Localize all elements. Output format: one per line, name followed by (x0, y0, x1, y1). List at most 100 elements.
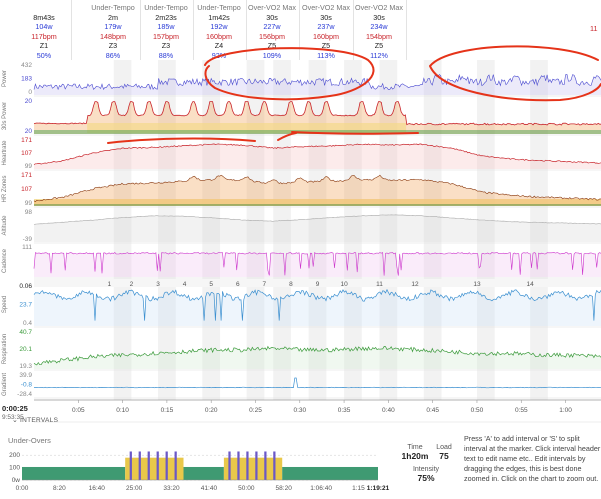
annotation-hr-underline-2 (291, 131, 419, 135)
workout-over-burst[interactable] (147, 451, 150, 480)
interval-band[interactable] (476, 60, 495, 400)
time-start: 0:00:25 (2, 404, 28, 413)
lane-tick: 20 (25, 128, 33, 135)
lane-heartrate: Heartrate 171 107 99 (2, 137, 601, 171)
interval-band[interactable] (423, 60, 442, 400)
workout-over-burst[interactable] (228, 451, 231, 480)
interval-header-overflow[interactable]: 11 (590, 24, 598, 33)
hr-zones-line[interactable] (33, 174, 601, 203)
interval-marker-14[interactable]: 14 (527, 281, 535, 288)
workout-over-burst[interactable] (237, 451, 240, 480)
interval-header-1[interactable]: 8m43s 104w 117bpm Z1 50% (18, 3, 70, 61)
workout-chart[interactable]: 200 100 0w0:00 8:20 16:40 25:00 33:20 41:40 50:0… (0, 426, 390, 499)
lane-tick: -0.8 (21, 382, 33, 389)
workout-over-burst[interactable] (255, 451, 258, 480)
x-axis-label: 1:00 (559, 407, 572, 414)
help-text: Press 'A' to add interval or 'S' to spli… (464, 434, 601, 483)
workout-over-burst[interactable] (165, 451, 168, 480)
altitude-line[interactable] (33, 214, 601, 225)
interval-zone: Z3 (108, 41, 118, 51)
lane-tick: 40.7 (19, 329, 32, 336)
intensity-label: Intensity (412, 466, 440, 473)
workout-over-burst[interactable] (138, 451, 141, 480)
interval-hr: 157bpm (153, 31, 179, 41)
interval-header-6[interactable]: Over-VO2 Max 30s 237w 160bpm Z5 113% (300, 3, 352, 61)
time-clock: 9:53:35 (2, 414, 24, 421)
interval-header-2[interactable]: Under-Tempo 2m 179w 148bpm Z3 86% (87, 3, 139, 61)
interval-marker-6[interactable]: 6 (236, 281, 240, 288)
interval-marker-13[interactable]: 13 (473, 281, 481, 288)
respiration-line[interactable] (33, 345, 601, 366)
workout-over-burst[interactable] (156, 451, 159, 480)
lane-speed: Speed 0.06 23.7 0.4 (2, 283, 601, 328)
power-line[interactable] (33, 73, 601, 91)
interval-band[interactable] (530, 60, 548, 400)
interval-band[interactable] (273, 60, 291, 400)
header-divider (299, 0, 300, 60)
workout-block-3[interactable] (183, 466, 224, 480)
workout-x-label: 58:20 (276, 485, 293, 492)
interval-marker-5[interactable]: 5 (209, 281, 213, 288)
header-divider (406, 0, 407, 60)
interval-power: 185w (157, 22, 175, 32)
lane-tick: 171 (21, 172, 32, 179)
lane-tick: 171 (21, 137, 32, 144)
lane-gradient: Gradient 39.9 -0.8 -28.4 (2, 372, 601, 399)
cadence-line[interactable] (33, 251, 601, 276)
interval-duration: 2m (108, 12, 118, 22)
interval-marker-10[interactable]: 10 (340, 281, 348, 288)
interval-marker-12[interactable]: 12 (411, 281, 419, 288)
annotation-circle-right (429, 45, 601, 102)
intervals-toggle[interactable]: INTERVALS (20, 417, 59, 424)
interval-hr: 156bpm (259, 31, 285, 41)
interval-marker-11[interactable]: 11 (376, 281, 383, 288)
interval-band[interactable] (308, 60, 327, 400)
speed-line-area (34, 289, 601, 326)
heartrate-line[interactable] (33, 143, 601, 165)
workout-x-label: 25:00 (126, 485, 143, 492)
interval-marker-8[interactable]: 8 (289, 281, 293, 288)
hr-zone-band-green (34, 204, 601, 206)
interval-band[interactable] (158, 60, 176, 400)
workout-over-burst[interactable] (174, 451, 177, 480)
lane-altitude: Altitude 98 -39 (2, 209, 601, 244)
interval-header-7[interactable]: Over-VO2 Max 30s 234w 154bpm Z5 112% (353, 3, 405, 61)
x-axis-label: 0:35 (338, 407, 351, 414)
interval-marker-7[interactable]: 7 (263, 281, 267, 288)
interval-zone: Z1 (39, 41, 49, 51)
lane-power: Power 432 183 0 (2, 62, 601, 97)
workout-title[interactable]: Under-Overs (8, 436, 51, 445)
workout-over-burst[interactable] (246, 451, 249, 480)
workout-block-5[interactable] (282, 466, 378, 480)
interval-pct: 86% (105, 50, 121, 60)
chevron-down-icon[interactable]: ⌄ (12, 417, 18, 424)
gradient-line[interactable] (34, 377, 601, 389)
interval-marker-2[interactable]: 2 (130, 281, 134, 288)
x-axis: 0:05 0:10 0:15 0:20 0:25 0:30 0:35 0:40 0:45 0:50… (34, 399, 601, 423)
interval-pct: 50% (36, 50, 52, 60)
workout-over-burst[interactable] (264, 451, 267, 480)
lane-30s-power: 30s Power 20 20 (2, 98, 601, 136)
interval-band[interactable] (246, 60, 265, 400)
power-30s-line[interactable] (33, 101, 601, 126)
lane-label: Respiration (2, 334, 8, 364)
interval-band[interactable] (113, 60, 132, 400)
interval-zone: Z5 (267, 41, 277, 51)
speed-line[interactable] (33, 288, 601, 321)
workout-y-label: 100 (9, 465, 20, 472)
header-divider (140, 0, 141, 60)
interval-header-5[interactable]: Over-VO2 Max 30s 227w 156bpm Z5 109% (246, 3, 298, 61)
workout-overview: Under-Overs 200 100 0w 0:00 8:20 16:40 25:00 33… (0, 426, 601, 499)
interval-marker-3[interactable]: 3 (156, 281, 160, 288)
workout-block-1[interactable] (22, 466, 126, 480)
annotation-hr-link (277, 132, 297, 141)
workout-over-burst[interactable] (129, 451, 132, 480)
interval-duration: 30s (320, 12, 332, 22)
interval-marker-9[interactable]: 9 (316, 281, 320, 288)
workout-over-burst[interactable] (273, 451, 276, 480)
interval-marker-1[interactable]: 1 (107, 281, 111, 288)
interval-header: 8m43s 104w 117bpm Z1 50% Under-Tempo 2m 179w 148… (0, 0, 601, 60)
interval-header-3[interactable]: Under-Tempo 2m23s 185w 157bpm Z3 88% (140, 3, 192, 61)
interval-marker-4[interactable]: 4 (183, 281, 187, 288)
